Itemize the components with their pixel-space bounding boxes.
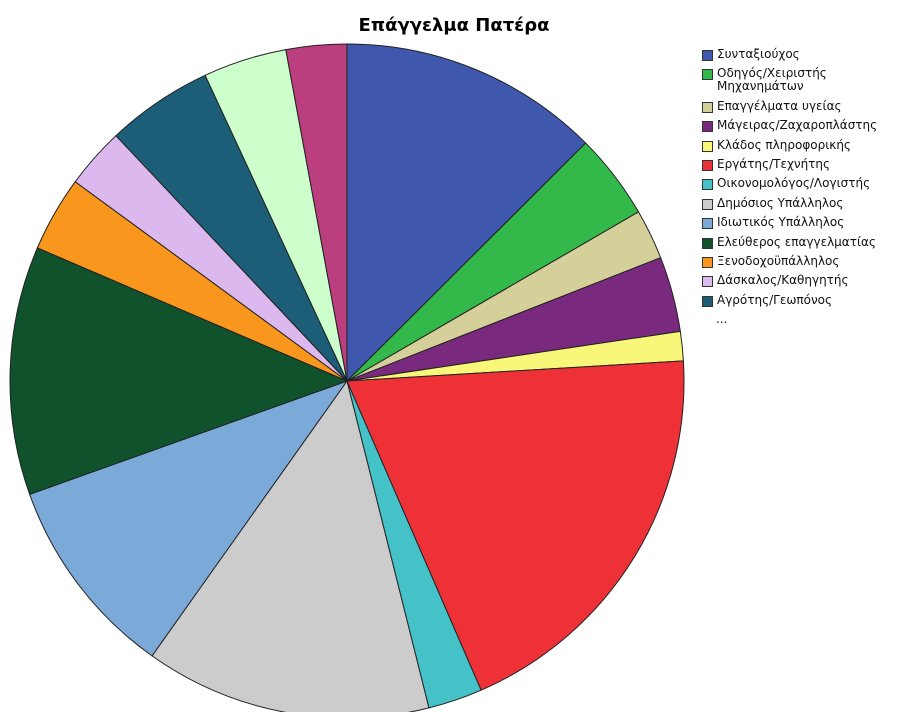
legend-item: Δημόσιος Υπάλληλος bbox=[702, 195, 901, 210]
pie-slice bbox=[346, 43, 587, 383]
chart-title: Επάγγελμα Πατέρα bbox=[359, 15, 550, 36]
legend-label: Ξενοδοχοϋπάλληλος bbox=[717, 253, 840, 268]
pie-slice bbox=[29, 379, 349, 657]
legend-swatch bbox=[702, 198, 713, 210]
legend-swatch bbox=[702, 101, 713, 113]
legend-label: Δημόσιος Υπάλληλος bbox=[717, 195, 844, 210]
legend-label: Ιδιωτικός Υπάλληλος bbox=[717, 215, 845, 230]
legend-item: Εργάτης/Τεχνήτης bbox=[702, 156, 901, 171]
legend-item: Επαγγέλματα υγείας bbox=[702, 98, 901, 113]
legend-swatch bbox=[702, 256, 713, 268]
legend-item: Δάσκαλος/Καθηγητής bbox=[702, 273, 901, 288]
legend-swatch bbox=[702, 276, 713, 288]
legend-label: Αγρότης/Γεωπόνος bbox=[717, 292, 833, 307]
legend-item: Ξενοδοχοϋπάλληλος bbox=[702, 253, 901, 268]
legend-label: Κλάδος πληροφορικής bbox=[717, 137, 851, 152]
legend-swatch bbox=[702, 179, 713, 191]
legend-label: Δάσκαλος/Καθηγητής bbox=[717, 273, 849, 288]
legend-item: Μάγειρας/Ζαχαροπλάστης bbox=[702, 118, 901, 133]
pie bbox=[9, 43, 685, 712]
legend-more: ... bbox=[716, 312, 728, 327]
pie-slice bbox=[285, 43, 348, 382]
legend-swatch bbox=[702, 140, 713, 152]
legend-label: Οικονομολόγος/Λογιστής bbox=[717, 176, 871, 191]
legend-swatch bbox=[702, 159, 713, 171]
legend-item: Αγρότης/Γεωπόνος bbox=[702, 292, 901, 307]
legend: Συνταξιούχος Οδηγός/Χειριστής Μηχανημάτων… bbox=[702, 48, 901, 326]
legend-swatch bbox=[702, 50, 713, 61]
legend-item: Ιδιωτικός Υπάλληλος bbox=[702, 215, 901, 230]
pie-slice bbox=[346, 360, 685, 691]
pie-slice bbox=[151, 379, 430, 712]
legend-swatch bbox=[702, 121, 713, 133]
legend-swatch bbox=[702, 295, 713, 307]
legend-item: Κλάδος πληροφορικής bbox=[702, 137, 901, 152]
legend-item: Οικονομολόγος/Λογιστής bbox=[702, 176, 901, 191]
legend-swatch bbox=[702, 218, 713, 230]
legend-swatch bbox=[702, 69, 713, 81]
legend-swatch bbox=[702, 237, 713, 249]
legend-label: Συνταξιούχος bbox=[717, 47, 800, 61]
legend-label: Εργάτης/Τεχνήτης bbox=[717, 156, 831, 171]
legend-label: Μάγειρας/Ζαχαροπλάστης bbox=[717, 118, 878, 133]
legend-item: Συνταξιούχος bbox=[702, 48, 901, 61]
legend-label: Οδηγός/Χειριστής Μηχανημάτων bbox=[717, 66, 827, 94]
legend-label: Επαγγέλματα υγείας bbox=[717, 98, 842, 113]
pie-slice bbox=[9, 247, 349, 496]
legend-item: Οδηγός/Χειριστής Μηχανημάτων bbox=[702, 67, 901, 93]
legend-label: Ελεύθερος επαγγελματίας bbox=[717, 234, 876, 249]
legend-item: Ελεύθερος επαγγελματίας bbox=[702, 234, 901, 249]
